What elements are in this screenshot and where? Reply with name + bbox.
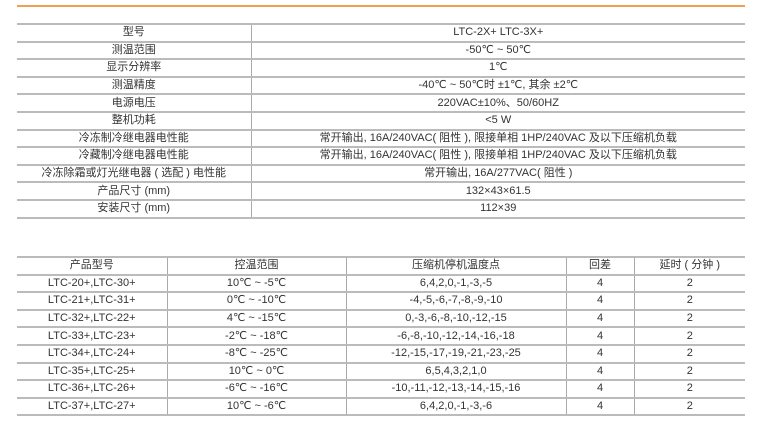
table-cell: 0℃ ~ -10℃ — [166, 291, 346, 311]
table-cell: 10℃ ~ -5℃ — [166, 273, 346, 294]
spec-row: 产品尺寸 (mm) 132×43×61.5 — [17, 181, 745, 201]
table-cell: 10℃ ~ -6℃ — [166, 396, 346, 417]
table-cell: 2 — [633, 396, 745, 417]
spec-row: 整机功耗 <5 W — [17, 110, 745, 131]
table-cell: 4 — [565, 396, 634, 417]
column-header: 压缩机停机温度点 — [345, 256, 566, 276]
spec-label: 冷藏制冷继电器电性能 — [17, 146, 251, 166]
table-row: LTC-32+,LTC-22+ 4℃ ~ -15℃ 0,-3,-6,-8,-10,-… — [17, 308, 745, 329]
table-cell: 2 — [633, 343, 745, 364]
table-cell: 4℃ ~ -15℃ — [166, 308, 346, 329]
table-row: LTC-21+,LTC-31+ 0℃ ~ -10℃ -4,-5,-6,-7,-8,-… — [17, 291, 745, 311]
table-cell: 4 — [565, 343, 634, 364]
table-cell: 6,5,4,3,2,1,0 — [345, 361, 566, 382]
spec-value: 1℃ — [250, 58, 745, 78]
table-cell: 0,-3,-6,-8,-10,-12,-15 — [345, 308, 566, 329]
table-cell: LTC-36+,LTC-26+ — [17, 379, 167, 399]
table-cell: 4 — [565, 326, 634, 346]
table-row: LTC-33+,LTC-23+ -2℃ ~ -18℃ -6,-8,-10,-12,-… — [17, 326, 745, 346]
model-table: 产品型号 控温范围 压缩机停机温度点 回差 延时 ( 分钟 ) LTC-20+,LTC-… — [17, 256, 745, 417]
spec-label: 测温范围 — [17, 40, 251, 61]
table-cell: -10,-11,-12,-13,-14,-15,-16 — [345, 379, 566, 399]
spec-table: 型号 LTC-2X+ LTC-3X+ 测温范围 -50℃ ~ 50℃ 显示分辨率 1℃ 测温… — [17, 23, 745, 219]
spec-row: 安装尺寸 (mm) 112×39 — [17, 198, 745, 219]
spec-row: 电源电压 220VAC±10%、50/60HZ — [17, 93, 745, 113]
table-cell: 2 — [633, 361, 745, 382]
table-row: LTC-20+,LTC-30+ 10℃ ~ -5℃ 6,4,2,0,-1,-3,-5… — [17, 273, 745, 294]
table-header-row: 产品型号 控温范围 压缩机停机温度点 回差 延时 ( 分钟 ) — [17, 256, 745, 276]
spec-label: 冷冻制冷继电器电性能 — [17, 128, 251, 149]
table-cell: LTC-35+,LTC-25+ — [17, 361, 167, 382]
spec-value: 常开输出, 16A/277VAC( 阻性 ) — [250, 163, 745, 184]
table-cell: -8℃ ~ -25℃ — [166, 343, 346, 364]
table-cell: 2 — [633, 291, 745, 311]
column-header: 延时 ( 分钟 ) — [633, 256, 745, 276]
table-cell: -6℃ ~ -16℃ — [166, 379, 346, 399]
table-cell: -2℃ ~ -18℃ — [166, 326, 346, 346]
table-cell: LTC-32+,LTC-22+ — [17, 308, 167, 329]
column-header: 控温范围 — [166, 256, 346, 276]
table-cell: 10℃ ~ 0℃ — [166, 361, 346, 382]
table-cell: 4 — [565, 379, 634, 399]
table-row: LTC-36+,LTC-26+ -6℃ ~ -16℃ -10,-11,-12,-13… — [17, 379, 745, 399]
spec-label: 测温精度 — [17, 75, 251, 96]
spec-row: 型号 LTC-2X+ LTC-3X+ — [17, 23, 745, 43]
spec-value: 常开输出, 16A/240VAC( 阻性 ), 限接单相 1HP/240VAC … — [250, 128, 745, 149]
table-cell: 2 — [633, 326, 745, 346]
spec-label: 产品尺寸 (mm) — [17, 181, 251, 201]
spec-value: 112×39 — [250, 198, 745, 219]
spec-row: 冷藏制冷继电器电性能 常开输出, 16A/240VAC( 阻性 ), 限接单相 1… — [17, 146, 745, 166]
table-cell: 4 — [565, 291, 634, 311]
spec-value: -50℃ ~ 50℃ — [250, 40, 745, 61]
spec-row: 显示分辨率 1℃ — [17, 58, 745, 78]
column-header: 产品型号 — [17, 256, 167, 276]
spec-row: 测温范围 -50℃ ~ 50℃ — [17, 40, 745, 61]
spec-row: 冷冻制冷继电器电性能 常开输出, 16A/240VAC( 阻性 ), 限接单相 1… — [17, 128, 745, 149]
table-cell: 6,4,2,0,-1,-3,-5 — [345, 273, 566, 294]
spec-value: 常开输出, 16A/240VAC( 阻性 ), 限接单相 1HP/240VAC … — [250, 146, 745, 166]
spec-row: 冷冻除霜或灯光继电器 ( 选配 ) 电性能 常开输出, 16A/277VAC( 阻… — [17, 163, 745, 184]
table-cell: LTC-33+,LTC-23+ — [17, 326, 167, 346]
table-cell: LTC-21+,LTC-31+ — [17, 291, 167, 311]
spec-label: 冷冻除霜或灯光继电器 ( 选配 ) 电性能 — [17, 163, 251, 184]
table-cell: -6,-8,-10,-12,-14,-16,-18 — [345, 326, 566, 346]
table-cell: 4 — [565, 273, 634, 294]
table-cell: 2 — [633, 379, 745, 399]
accent-divider — [17, 5, 745, 7]
table-cell: LTC-20+,LTC-30+ — [17, 273, 167, 294]
table-cell: -12,-15,-17,-19,-21,-23,-25 — [345, 343, 566, 364]
table-cell: -4,-5,-6,-7,-8,-9,-10 — [345, 291, 566, 311]
table-cell: LTC-37+,LTC-27+ — [17, 396, 167, 417]
spec-value: -40℃ ~ 50℃时 ±1℃, 其余 ±2℃ — [250, 75, 745, 96]
table-row: LTC-34+,LTC-24+ -8℃ ~ -25℃ -12,-15,-17,-19… — [17, 343, 745, 364]
spec-label: 整机功耗 — [17, 110, 251, 131]
table-cell: 6,4,2,0,-1,-3,-6 — [345, 396, 566, 417]
spec-label: 安装尺寸 (mm) — [17, 198, 251, 219]
spec-value: 220VAC±10%、50/60HZ — [250, 93, 745, 113]
table-row: LTC-35+,LTC-25+ 10℃ ~ 0℃ 6,5,4,3,2,1,0 4 2 — [17, 361, 745, 382]
spec-label: 型号 — [17, 23, 251, 43]
table-cell: 4 — [565, 361, 634, 382]
table-cell: LTC-34+,LTC-24+ — [17, 343, 167, 364]
column-header: 回差 — [565, 256, 634, 276]
table-row: LTC-37+,LTC-27+ 10℃ ~ -6℃ 6,4,2,0,-1,-3,-6… — [17, 396, 745, 417]
spec-value: <5 W — [250, 110, 745, 131]
table-cell: 4 — [565, 308, 634, 329]
table-cell: 2 — [633, 273, 745, 294]
spec-value: 132×43×61.5 — [250, 181, 745, 201]
table-cell: 2 — [633, 308, 745, 329]
spec-label: 显示分辨率 — [17, 58, 251, 78]
spec-value: LTC-2X+ LTC-3X+ — [250, 23, 745, 43]
spec-row: 测温精度 -40℃ ~ 50℃时 ±1℃, 其余 ±2℃ — [17, 75, 745, 96]
spec-label: 电源电压 — [17, 93, 251, 113]
